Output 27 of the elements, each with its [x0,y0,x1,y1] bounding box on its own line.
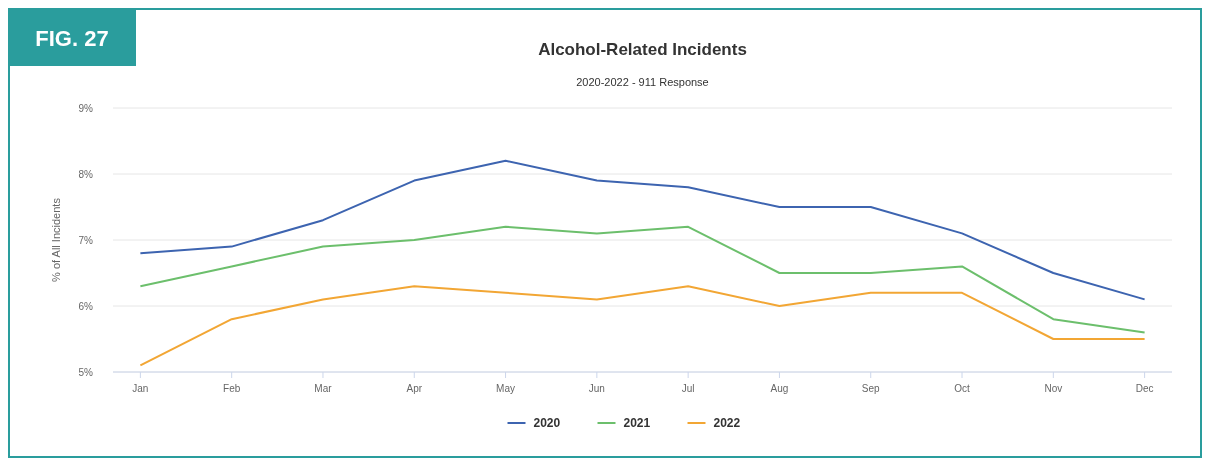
x-tick-label: Jun [588,383,605,394]
x-tick-label: May [496,383,516,394]
y-tick-label: 6% [78,301,94,312]
chart-title: Alcohol-Related Incidents [538,40,747,59]
x-tick-label: Oct [954,383,971,394]
x-tick-label: Nov [1044,383,1063,394]
y-tick-label: 5% [78,367,94,378]
line-series [139,159,1146,301]
line-series [139,285,1146,367]
x-tick-label: Feb [223,383,241,394]
legend-label: 2020 [533,416,561,430]
chart-subtitle: 2020-2022 - 911 Response [576,76,709,88]
y-tick-label: 8% [78,169,94,180]
x-tick-label: Aug [770,383,789,394]
x-tick-label: Jul [681,383,695,394]
legend-label: 2021 [623,416,651,430]
y-tick-label: 7% [78,235,94,246]
x-tick-label: Sep [861,383,881,394]
y-axis-title: % of All Incidents [50,197,62,282]
x-tick-label: Mar [314,383,333,394]
x-tick-label: Jan [132,383,149,394]
line-series [139,225,1146,334]
caption: FIG. 27 [35,26,109,51]
x-tick-label: Apr [406,383,423,394]
y-tick-label: 9% [78,103,94,114]
x-tick-label: Dec [1135,383,1154,394]
legend-label: 2022 [713,416,741,430]
